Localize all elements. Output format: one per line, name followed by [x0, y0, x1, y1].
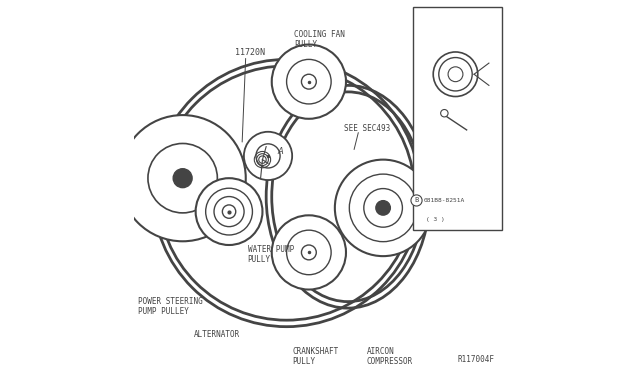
Text: B: B: [414, 198, 419, 203]
Circle shape: [173, 169, 192, 187]
Text: ALTERNATOR: ALTERNATOR: [194, 330, 240, 339]
Circle shape: [244, 132, 292, 180]
Circle shape: [335, 160, 431, 256]
Text: POWER STEERING
PUMP PULLEY: POWER STEERING PUMP PULLEY: [138, 297, 203, 316]
Circle shape: [441, 109, 448, 117]
Text: SEE SEC493: SEE SEC493: [344, 124, 390, 133]
Text: ( 3 ): ( 3 ): [426, 217, 445, 221]
Circle shape: [433, 52, 478, 96]
Text: AIRCON
COMPRESSOR: AIRCON COMPRESSOR: [367, 347, 413, 366]
Circle shape: [411, 195, 422, 206]
Text: 11955: 11955: [433, 15, 458, 24]
Text: WATER PUMP
PULLY: WATER PUMP PULLY: [248, 245, 294, 264]
Text: R117004F: R117004F: [458, 355, 495, 364]
Circle shape: [120, 115, 246, 241]
Bar: [413, 7, 502, 230]
Text: 081B8-8251A: 081B8-8251A: [424, 198, 465, 203]
Text: A: A: [417, 15, 422, 25]
Circle shape: [272, 45, 346, 119]
Circle shape: [376, 201, 390, 215]
Text: A: A: [277, 147, 283, 156]
Circle shape: [196, 178, 262, 245]
Circle shape: [448, 67, 463, 82]
Text: CRANKSHAFT
PULLY: CRANKSHAFT PULLY: [292, 347, 339, 366]
Circle shape: [272, 215, 346, 289]
Text: 11720N: 11720N: [235, 48, 264, 57]
Text: COOLING FAN
PULLY: COOLING FAN PULLY: [294, 30, 345, 49]
